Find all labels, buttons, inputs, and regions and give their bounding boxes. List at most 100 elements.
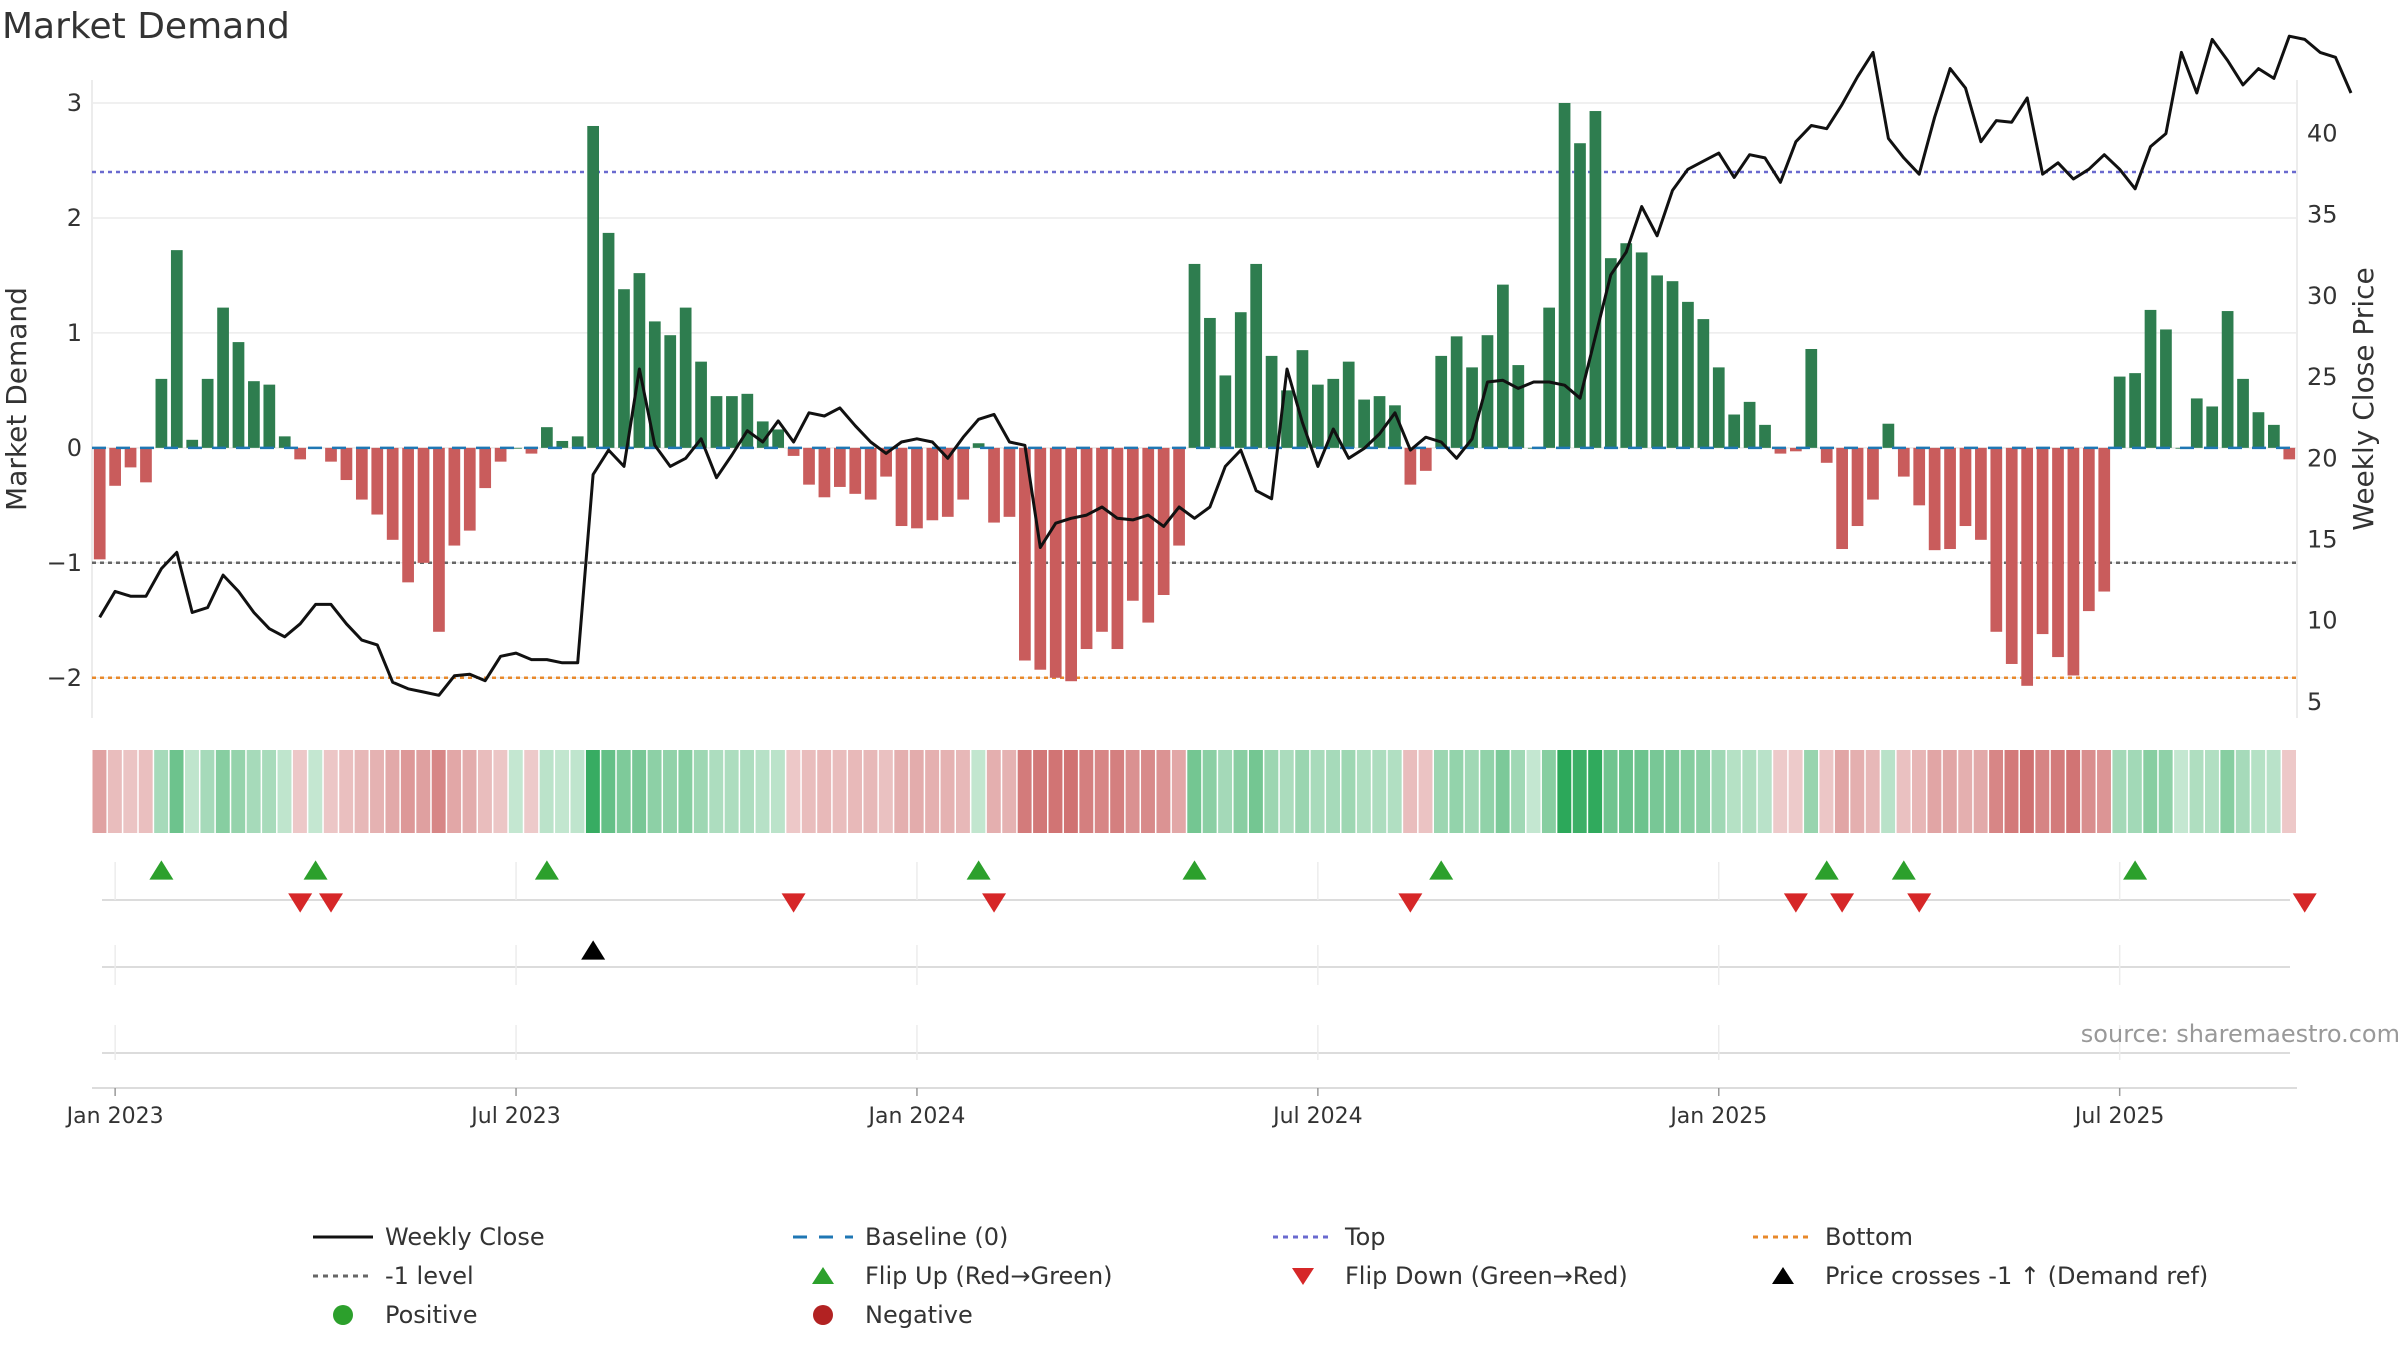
demand-bar xyxy=(479,447,492,489)
demand-bar xyxy=(1558,102,1571,448)
y-right-tick-label: 15 xyxy=(2307,525,2338,553)
demand-bar xyxy=(1049,447,1062,678)
heat-cell xyxy=(524,750,539,833)
heat-cell xyxy=(1202,750,1217,833)
heat-cell xyxy=(323,750,338,833)
y-right-axis-label: Weekly Close Price xyxy=(2347,267,2380,530)
demand-bar xyxy=(1342,361,1355,448)
heat-cell xyxy=(1248,750,1263,833)
demand-bar xyxy=(2237,378,2249,448)
demand-bar xyxy=(741,393,754,448)
y-left-tick-label: −1 xyxy=(47,549,82,577)
demand-bar xyxy=(1450,336,1463,448)
demand-bar xyxy=(1080,447,1093,650)
demand-bar xyxy=(2021,447,2034,686)
demand-bar xyxy=(1296,350,1309,448)
demand-bar xyxy=(93,447,106,560)
heat-cell xyxy=(1141,750,1155,833)
demand-bar xyxy=(1250,263,1263,448)
heat-cell xyxy=(1603,750,1618,833)
heat-cell xyxy=(2050,750,2065,833)
heat-cell xyxy=(971,750,986,833)
heat-cell xyxy=(832,750,847,833)
heat-cell xyxy=(955,750,970,833)
heat-cell xyxy=(2019,750,2034,833)
heat-cell xyxy=(1233,750,1248,833)
demand-bar xyxy=(911,447,923,529)
heat-cell xyxy=(508,750,523,833)
legend-swatch-triangle-up xyxy=(1772,1267,1794,1284)
flip-up-marker xyxy=(1429,860,1454,880)
demand-bar xyxy=(1913,447,1926,506)
heat-cell xyxy=(1187,750,1202,833)
demand-bar xyxy=(633,273,646,448)
heat-cell xyxy=(909,750,924,833)
demand-bar xyxy=(525,447,538,454)
x-tick-label: Jan 2025 xyxy=(1668,1104,1767,1129)
heat-cell xyxy=(1541,750,1556,833)
weekly-close-line xyxy=(98,34,2353,697)
flip-down-marker xyxy=(781,893,806,913)
heat-cell xyxy=(925,750,940,833)
heat-cell xyxy=(1310,750,1325,833)
flip-up-marker xyxy=(1182,860,1207,880)
demand-bar xyxy=(1790,447,1802,452)
heat-cell xyxy=(1418,750,1433,833)
demand-bar xyxy=(1188,263,1201,448)
heat-cell xyxy=(863,750,878,833)
heat-cell xyxy=(1572,750,1587,833)
demand-bar xyxy=(2036,447,2049,635)
heat-cell xyxy=(107,750,122,833)
demand-bar xyxy=(1234,312,1247,448)
heat-cell xyxy=(262,750,277,833)
demand-bar xyxy=(1774,447,1787,454)
demand-bar xyxy=(1620,243,1633,448)
heat-cell xyxy=(940,750,955,833)
flip-down-marker xyxy=(288,893,313,913)
demand-bar xyxy=(2190,398,2203,448)
heat-cell xyxy=(1557,750,1572,833)
heat-cell xyxy=(770,750,785,833)
demand-bar xyxy=(217,307,229,448)
demand-bar xyxy=(1851,447,1864,527)
demand-bar xyxy=(2129,373,2141,448)
flip-down-marker xyxy=(1907,893,1932,913)
heat-cell xyxy=(447,750,462,833)
demand-bar xyxy=(895,447,908,527)
flip-up-marker xyxy=(1814,860,1839,880)
demand-bar xyxy=(1481,335,1494,448)
demand-bar xyxy=(1389,405,1401,448)
heat-cell xyxy=(354,750,369,833)
legend-item: Top xyxy=(1273,1223,1386,1251)
heat-cell xyxy=(1156,750,1171,833)
legend-label: Bottom xyxy=(1825,1223,1913,1251)
heat-cell xyxy=(1711,750,1726,833)
heat-cell xyxy=(1464,750,1479,833)
heat-cell xyxy=(308,750,323,833)
heat-cell xyxy=(2066,750,2081,833)
heat-cell xyxy=(1094,750,1109,833)
demand-bar xyxy=(2221,311,2234,448)
heat-cell xyxy=(169,750,184,833)
heat-cell xyxy=(1757,750,1772,833)
heat-cell xyxy=(2004,750,2019,833)
legend-label: -1 level xyxy=(385,1262,474,1290)
y-right-tick-label: 30 xyxy=(2307,282,2338,310)
heat-cell xyxy=(1434,750,1448,833)
demand-bar xyxy=(201,378,214,448)
demand-bar xyxy=(556,440,569,448)
demand-bar xyxy=(2206,406,2219,448)
y-left-tick-label: 0 xyxy=(67,434,82,462)
heat-cell xyxy=(200,750,215,833)
heat-cell xyxy=(724,750,739,833)
legend-swatch-triangle-down xyxy=(1292,1268,1314,1285)
heat-cell xyxy=(848,750,862,833)
heat-cell xyxy=(570,750,585,833)
demand-bar xyxy=(1728,414,1741,448)
heat-cell xyxy=(585,750,600,833)
demand-bar xyxy=(1003,447,1016,517)
demand-bar xyxy=(170,250,183,448)
demand-bar xyxy=(494,447,507,462)
demand-bar xyxy=(355,447,368,500)
demand-bar xyxy=(695,361,707,448)
